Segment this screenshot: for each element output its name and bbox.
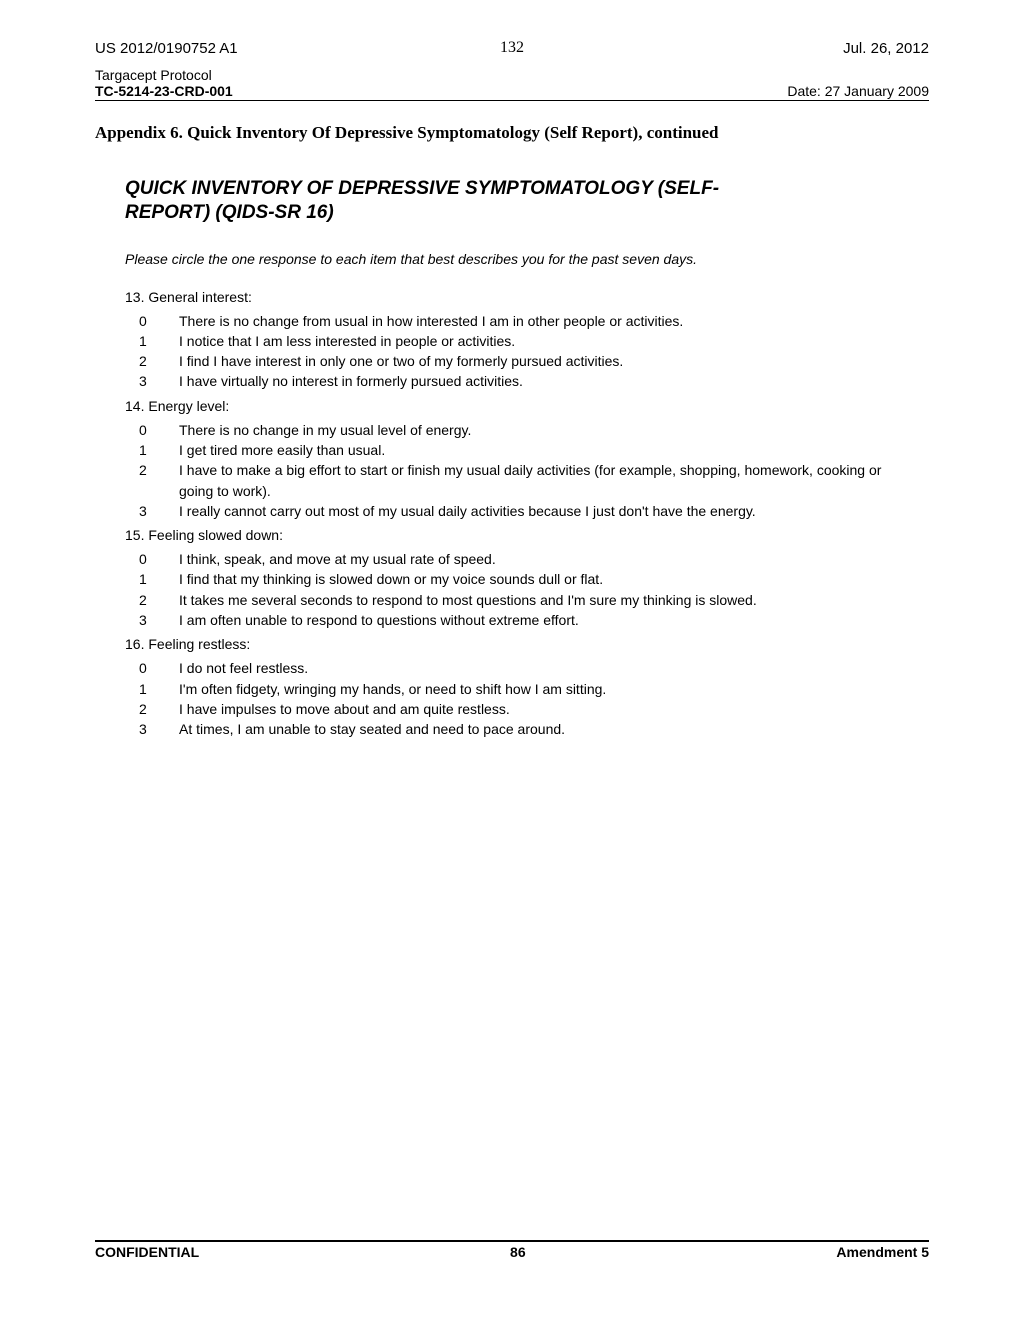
appendix-title: Appendix 6. Quick Inventory Of Depressiv… — [95, 123, 929, 143]
option-row: 3I really cannot carry out most of my us… — [125, 501, 899, 521]
option-text: I notice that I am less interested in pe… — [179, 331, 899, 351]
question-heading: 15. Feeling slowed down: — [125, 527, 899, 543]
option-row: 2I find I have interest in only one or t… — [125, 351, 899, 371]
footer-page-number: 86 — [510, 1244, 526, 1260]
option-number: 0 — [139, 658, 179, 678]
question-block: 14. Energy level: 0There is no change in… — [125, 398, 899, 521]
option-number: 2 — [139, 590, 179, 610]
option-row: 1I'm often fidgety, wringing my hands, o… — [125, 679, 899, 699]
question-block: 16. Feeling restless: 0I do not feel res… — [125, 636, 899, 739]
protocol-date: Date: 27 January 2009 — [787, 83, 929, 99]
content-body: QUICK INVENTORY OF DEPRESSIVE SYMPTOMATO… — [95, 177, 929, 740]
footer: CONFIDENTIAL 86 Amendment 5 — [95, 1240, 929, 1260]
option-number: 2 — [139, 460, 179, 501]
option-row: 0There is no change in my usual level of… — [125, 420, 899, 440]
option-row: 2I have impulses to move about and am qu… — [125, 699, 899, 719]
option-row: 2It takes me several seconds to respond … — [125, 590, 899, 610]
footer-left: CONFIDENTIAL — [95, 1244, 199, 1260]
option-number: 3 — [139, 371, 179, 391]
option-text: There is no change from usual in how int… — [179, 311, 899, 331]
option-number: 1 — [139, 569, 179, 589]
option-text: I find that my thinking is slowed down o… — [179, 569, 899, 589]
option-text: I do not feel restless. — [179, 658, 899, 678]
question-heading: 13. General interest: — [125, 289, 899, 305]
option-row: 0There is no change from usual in how in… — [125, 311, 899, 331]
option-text: I really cannot carry out most of my usu… — [179, 501, 899, 521]
protocol-code: TC-5214-23-CRD-001 — [95, 83, 233, 99]
option-text: There is no change in my usual level of … — [179, 420, 899, 440]
question-block: 15. Feeling slowed down: 0I think, speak… — [125, 527, 899, 630]
option-number: 0 — [139, 420, 179, 440]
option-number: 0 — [139, 311, 179, 331]
option-number: 1 — [139, 440, 179, 460]
option-text: It takes me several seconds to respond t… — [179, 590, 899, 610]
option-row: 3I have virtually no interest in formerl… — [125, 371, 899, 391]
option-text: I have to make a big effort to start or … — [179, 460, 899, 501]
option-number: 2 — [139, 351, 179, 371]
option-number: 3 — [139, 610, 179, 630]
qids-title: QUICK INVENTORY OF DEPRESSIVE SYMPTOMATO… — [125, 177, 899, 225]
question-heading: 16. Feeling restless: — [125, 636, 899, 652]
instruction-text: Please circle the one response to each i… — [125, 251, 899, 267]
option-text: I have virtually no interest in formerly… — [179, 371, 899, 391]
option-row: 3At times, I am unable to stay seated an… — [125, 719, 899, 739]
protocol-header: Targacept Protocol TC-5214-23-CRD-001 Da… — [95, 67, 929, 101]
option-row: 0I think, speak, and move at my usual ra… — [125, 549, 899, 569]
option-text: I have impulses to move about and am qui… — [179, 699, 899, 719]
option-text: I am often unable to respond to question… — [179, 610, 899, 630]
publication-date: Jul. 26, 2012 — [843, 40, 929, 57]
option-row: 0I do not feel restless. — [125, 658, 899, 678]
qids-title-line1: QUICK INVENTORY OF DEPRESSIVE SYMPTOMATO… — [125, 178, 719, 199]
option-number: 3 — [139, 719, 179, 739]
protocol-left: Targacept Protocol TC-5214-23-CRD-001 — [95, 67, 233, 99]
option-number: 0 — [139, 549, 179, 569]
option-number: 1 — [139, 679, 179, 699]
option-row: 1I find that my thinking is slowed down … — [125, 569, 899, 589]
protocol-name: Targacept Protocol — [95, 67, 233, 83]
option-row: 1I get tired more easily than usual. — [125, 440, 899, 460]
option-text: At times, I am unable to stay seated and… — [179, 719, 899, 739]
option-text: I'm often fidgety, wringing my hands, or… — [179, 679, 899, 699]
option-number: 3 — [139, 501, 179, 521]
option-row: 2I have to make a big effort to start or… — [125, 460, 899, 501]
question-block: 13. General interest: 0There is no chang… — [125, 289, 899, 392]
option-row: 1I notice that I am less interested in p… — [125, 331, 899, 351]
option-text: I find I have interest in only one or tw… — [179, 351, 899, 371]
option-text: I think, speak, and move at my usual rat… — [179, 549, 899, 569]
footer-right: Amendment 5 — [836, 1244, 929, 1260]
question-heading: 14. Energy level: — [125, 398, 899, 414]
option-number: 2 — [139, 699, 179, 719]
publication-number: US 2012/0190752 A1 — [95, 40, 238, 57]
option-number: 1 — [139, 331, 179, 351]
option-row: 3I am often unable to respond to questio… — [125, 610, 899, 630]
page: US 2012/0190752 A1 Jul. 26, 2012 132 Tar… — [0, 0, 1024, 1320]
option-text: I get tired more easily than usual. — [179, 440, 899, 460]
qids-title-line2: REPORT) (QIDS-SR 16) — [125, 202, 334, 223]
